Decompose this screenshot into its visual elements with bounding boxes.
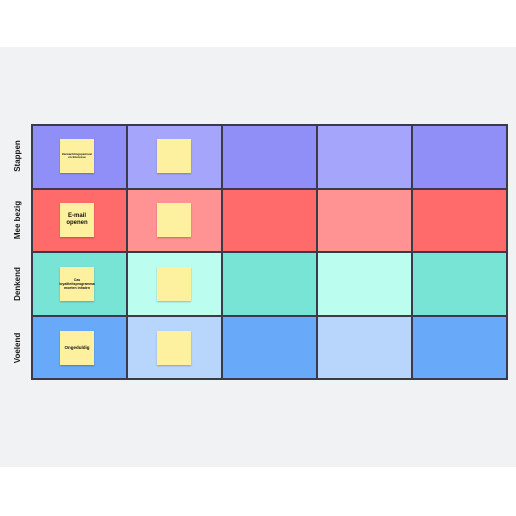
sticky-note: Cas loyaliteitsprogramma moeten inhalen bbox=[59, 267, 95, 301]
grid-cell bbox=[412, 252, 507, 316]
row-label: Stappen bbox=[13, 140, 22, 172]
sticky-note-empty bbox=[157, 139, 191, 173]
row-label: Voelend bbox=[13, 332, 22, 364]
grid-cell bbox=[412, 188, 507, 252]
grid-cell bbox=[412, 315, 507, 379]
grid-cell bbox=[222, 315, 317, 379]
grid-cell bbox=[222, 125, 317, 189]
sticky-note-empty bbox=[157, 331, 191, 365]
grid-cell bbox=[317, 315, 412, 379]
row-label: Mee bezig bbox=[13, 200, 22, 240]
sticky-note: Ongeduldig bbox=[60, 331, 94, 365]
row-label: Denkend bbox=[13, 267, 22, 301]
journey-grid bbox=[31, 124, 508, 380]
grid-cell bbox=[412, 125, 507, 189]
grid-cell bbox=[317, 188, 412, 252]
grid-cell bbox=[222, 188, 317, 252]
sticky-note-empty bbox=[157, 203, 191, 237]
sticky-note: E-mail openen bbox=[60, 203, 94, 237]
grid-cell bbox=[317, 125, 412, 189]
grid-cell bbox=[317, 252, 412, 316]
sticky-note-empty bbox=[157, 267, 191, 301]
grid-cell bbox=[222, 252, 317, 316]
sticky-note: Verwachtingspatroon en Interesse bbox=[60, 139, 94, 173]
